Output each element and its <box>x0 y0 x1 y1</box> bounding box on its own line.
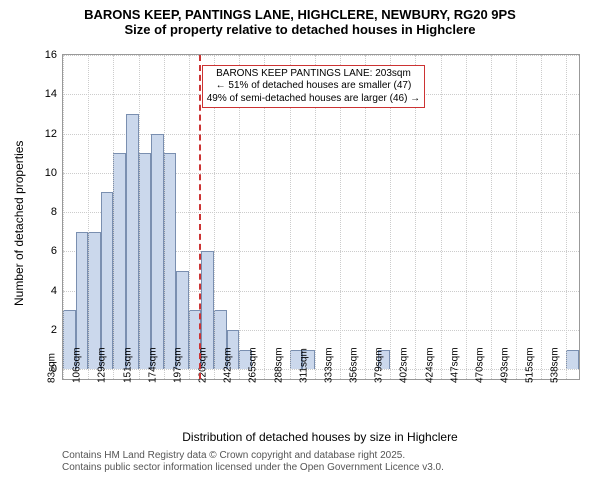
title-line-2: Size of property relative to detached ho… <box>0 23 600 38</box>
y-tick-label: 6 <box>27 245 57 257</box>
gridline-v <box>88 55 89 379</box>
y-tick-label: 8 <box>27 206 57 218</box>
gridline-v <box>566 55 567 379</box>
gridline-v <box>139 55 140 379</box>
y-tick-label: 12 <box>27 128 57 140</box>
histogram-bar <box>101 192 114 369</box>
gridline-v <box>441 55 442 379</box>
histogram-bar <box>164 153 177 369</box>
x-tick-label: 83sqm <box>47 353 58 383</box>
y-axis-label: Number of detached properties <box>12 141 26 306</box>
gridline-h <box>63 55 579 56</box>
x-tick-label: 106sqm <box>72 347 83 383</box>
x-tick-label: 174sqm <box>147 347 158 383</box>
y-tick-label: 10 <box>27 167 57 179</box>
x-tick-label: 129sqm <box>97 347 108 383</box>
gridline-h <box>63 134 579 135</box>
x-axis-label: Distribution of detached houses by size … <box>62 430 578 444</box>
x-tick-label: 447sqm <box>449 347 460 383</box>
gridline-v <box>189 55 190 379</box>
x-tick-label: 538sqm <box>550 347 561 383</box>
gridline-v <box>491 55 492 379</box>
gridline-v <box>516 55 517 379</box>
histogram-bar <box>566 350 579 370</box>
annotation-line: ← 51% of detached houses are smaller (47… <box>207 80 420 93</box>
x-tick-label: 379sqm <box>374 347 385 383</box>
y-tick-label: 16 <box>27 49 57 61</box>
x-tick-label: 242sqm <box>223 347 234 383</box>
title-line-1: BARONS KEEP, PANTINGS LANE, HIGHCLERE, N… <box>0 8 600 23</box>
reference-line <box>199 55 201 379</box>
gridline-v <box>63 55 64 379</box>
plot-area: 024681012141683sqm106sqm129sqm151sqm174s… <box>62 54 580 380</box>
x-tick-label: 197sqm <box>172 347 183 383</box>
attribution-line-1: Contains HM Land Registry data © Crown c… <box>62 450 444 462</box>
x-tick-label: 333sqm <box>323 347 334 383</box>
chart-title: BARONS KEEP, PANTINGS LANE, HIGHCLERE, N… <box>0 8 600 38</box>
x-tick-label: 424sqm <box>424 347 435 383</box>
gridline-v <box>541 55 542 379</box>
y-tick-label: 4 <box>27 285 57 297</box>
x-tick-label: 311sqm <box>298 348 309 383</box>
gridline-v <box>466 55 467 379</box>
x-tick-label: 265sqm <box>248 347 259 383</box>
x-tick-label: 470sqm <box>474 347 485 383</box>
x-tick-label: 151sqm <box>122 347 133 383</box>
attribution-text: Contains HM Land Registry data © Crown c… <box>62 450 444 474</box>
x-tick-label: 288sqm <box>273 347 284 383</box>
histogram-bar <box>113 153 126 369</box>
gridline-v <box>113 55 114 379</box>
chart-container: BARONS KEEP, PANTINGS LANE, HIGHCLERE, N… <box>0 8 600 500</box>
histogram-bar <box>139 153 152 369</box>
histogram-bar <box>151 134 164 370</box>
x-tick-label: 515sqm <box>525 347 536 383</box>
annotation-line: 49% of semi-detached houses are larger (… <box>207 93 420 106</box>
x-tick-label: 356sqm <box>349 347 360 383</box>
x-tick-label: 493sqm <box>500 347 511 383</box>
gridline-v <box>164 55 165 379</box>
x-tick-label: 402sqm <box>399 347 410 383</box>
histogram-bar <box>126 114 139 369</box>
attribution-line-2: Contains public sector information licen… <box>62 462 444 474</box>
annotation-box: BARONS KEEP PANTINGS LANE: 203sqm← 51% o… <box>202 65 425 109</box>
y-tick-label: 2 <box>27 324 57 336</box>
y-tick-label: 14 <box>27 88 57 100</box>
annotation-line: BARONS KEEP PANTINGS LANE: 203sqm <box>207 68 420 81</box>
